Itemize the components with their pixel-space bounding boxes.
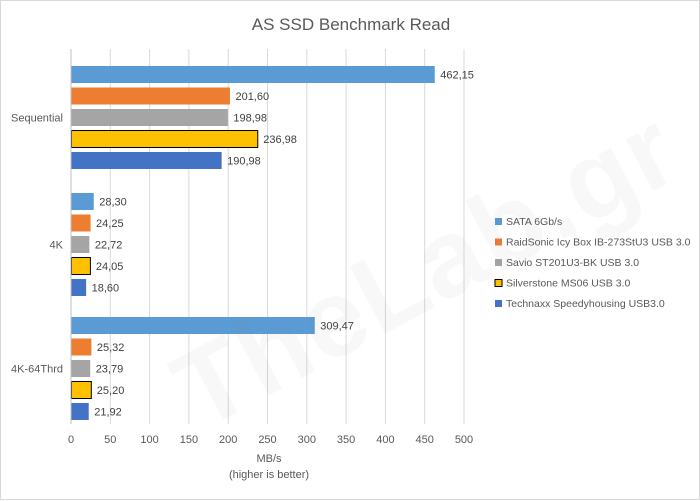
x-tick-label: 400 (376, 434, 394, 446)
legend-swatch (495, 218, 502, 225)
data-label: 28,30 (99, 197, 127, 209)
bar (71, 236, 90, 253)
bar (71, 130, 259, 148)
data-label: 201,60 (235, 91, 269, 103)
legend-entry: Savio ST201U3-BK USB 3.0 (506, 257, 639, 269)
legend-swatch (494, 279, 503, 287)
bars (71, 66, 435, 420)
x-tick-label: 500 (455, 434, 473, 446)
bar (71, 152, 222, 169)
legend-entry: SATA 6Gb/s (506, 216, 562, 228)
bar (71, 257, 91, 275)
data-label: 22,72 (95, 240, 123, 252)
category-label: 4K (50, 240, 64, 252)
legend-swatch (495, 259, 502, 266)
gridlines (70, 49, 465, 424)
data-label: 24,25 (96, 218, 124, 230)
x-axis-note: (higher is better) (229, 469, 309, 481)
legend-entry: RaidSonic Icy Box IB-273StU3 USB 3.0 (506, 237, 691, 249)
data-label: 25,20 (97, 385, 125, 397)
x-tick-label: 450 (416, 434, 434, 446)
data-label: 21,92 (94, 407, 122, 419)
data-label: 25,32 (97, 342, 125, 354)
data-label: 236,98 (263, 134, 297, 146)
x-tick-label: 300 (298, 434, 316, 446)
bar (71, 214, 91, 232)
x-tick-label: 250 (258, 434, 276, 446)
chart-title: AS SSD Benchmark Read (252, 15, 450, 34)
bar (71, 193, 94, 210)
bar (71, 403, 89, 420)
bar (71, 317, 315, 334)
legend: SATA 6Gb/s RaidSonic Icy Box IB-273StU3 U… (494, 216, 691, 310)
x-tick-label: 150 (180, 434, 198, 446)
category-label: 4K-64Thrd (11, 364, 63, 376)
data-label: 309,47 (320, 321, 354, 333)
x-tick-label: 350 (337, 434, 355, 446)
x-axis-label: MB/s (256, 453, 282, 465)
data-label: 18,60 (92, 283, 120, 295)
x-tick-label: 200 (219, 434, 237, 446)
bar (71, 87, 230, 105)
axes: 0 50 100 150 200 250 300 350 400 450 500 Sequential… (11, 49, 473, 446)
x-tick-label: 100 (140, 434, 158, 446)
bar (71, 381, 92, 399)
bar (71, 66, 435, 83)
bar (71, 279, 87, 296)
legend-swatch (495, 238, 502, 246)
data-label: 24,05 (96, 261, 124, 273)
legend-swatch (495, 300, 502, 307)
category-label: Sequential (11, 113, 63, 125)
legend-entry: Silverstone MS06 USB 3.0 (506, 278, 630, 290)
bar (71, 338, 92, 356)
data-label: 198,98 (233, 113, 267, 125)
bar (71, 109, 228, 126)
bar (71, 360, 91, 377)
data-label: 462,15 (440, 70, 474, 82)
data-label: 190,98 (227, 156, 261, 168)
data-label: 23,79 (96, 364, 124, 376)
x-tick-label: 0 (68, 434, 74, 446)
legend-entry: Technaxx Speedyhousing USB3.0 (506, 298, 665, 310)
x-tick-label: 50 (104, 434, 116, 446)
